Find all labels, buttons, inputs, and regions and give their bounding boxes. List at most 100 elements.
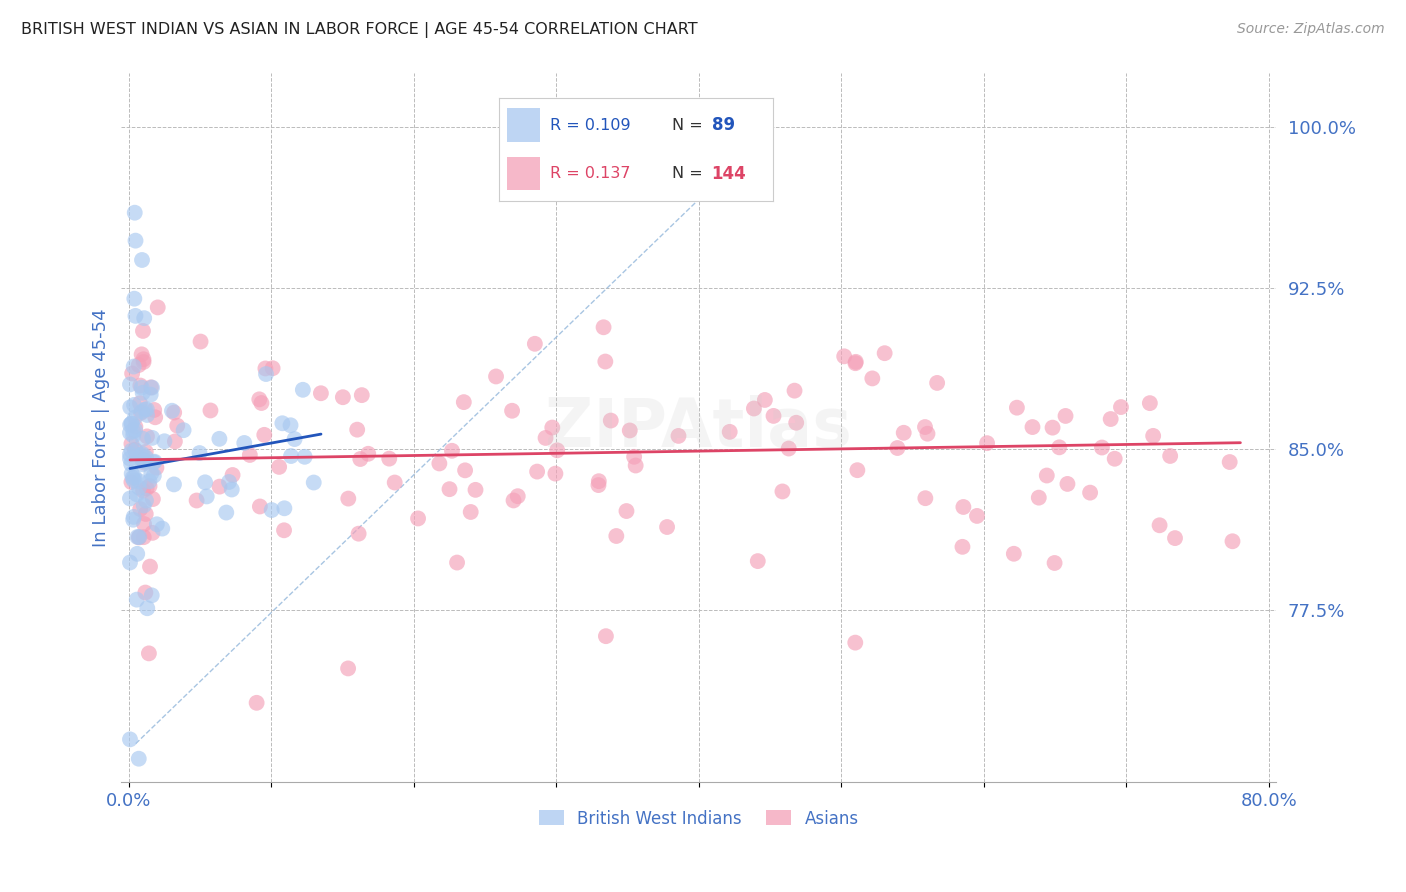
Point <box>124 205 146 219</box>
Point <box>134 402 156 417</box>
Point <box>131 458 153 472</box>
Point <box>118 377 141 392</box>
Point <box>150 522 173 536</box>
Point <box>1056 477 1078 491</box>
Point <box>132 352 155 367</box>
Point <box>122 359 145 374</box>
Point <box>221 483 243 497</box>
Point <box>249 500 271 514</box>
Point <box>254 367 277 381</box>
Point <box>124 423 146 437</box>
Point <box>785 416 807 430</box>
Point <box>832 349 855 363</box>
Point <box>131 447 153 461</box>
Point <box>128 530 150 544</box>
Point <box>145 460 167 475</box>
Text: R = 0.109: R = 0.109 <box>550 118 630 133</box>
Point <box>143 455 166 469</box>
Point <box>124 442 146 457</box>
Point <box>440 443 463 458</box>
Point <box>143 410 166 425</box>
Point <box>173 423 195 437</box>
Point <box>845 355 868 369</box>
Point <box>427 457 450 471</box>
Point <box>120 417 142 431</box>
Point <box>139 559 162 574</box>
Point <box>526 465 548 479</box>
Point <box>453 395 475 409</box>
Point <box>534 431 557 445</box>
Point <box>616 504 638 518</box>
Point <box>128 752 150 766</box>
Point <box>124 292 146 306</box>
Point <box>122 474 145 488</box>
Point <box>122 428 145 442</box>
Point <box>246 696 269 710</box>
Point <box>132 516 155 531</box>
Point <box>1149 518 1171 533</box>
Point <box>254 361 277 376</box>
Point <box>131 252 153 267</box>
Point <box>139 380 162 394</box>
Point <box>118 425 141 440</box>
Point <box>1159 449 1181 463</box>
Legend: British West Indians, Asians: British West Indians, Asians <box>531 803 866 834</box>
Point <box>141 381 163 395</box>
Point <box>619 424 641 438</box>
Point <box>215 506 238 520</box>
Point <box>141 525 163 540</box>
Point <box>1021 420 1043 434</box>
Point <box>195 490 218 504</box>
Point <box>124 234 146 248</box>
Point <box>595 354 617 368</box>
Point <box>253 427 276 442</box>
Point <box>772 484 794 499</box>
Point <box>218 475 240 489</box>
Point <box>138 475 160 489</box>
Point <box>742 401 765 416</box>
Point <box>588 478 610 492</box>
Point <box>541 420 564 434</box>
Point <box>914 491 936 506</box>
Point <box>280 449 302 463</box>
Point <box>1222 534 1244 549</box>
Point <box>668 429 690 443</box>
Point <box>136 601 159 615</box>
Point <box>262 361 284 376</box>
Point <box>284 432 307 446</box>
Point <box>118 451 141 466</box>
Point <box>446 556 468 570</box>
Text: R = 0.137: R = 0.137 <box>550 166 630 181</box>
Point <box>294 450 316 464</box>
Point <box>595 629 617 643</box>
Point <box>121 416 143 430</box>
Point <box>485 369 508 384</box>
Point <box>966 508 988 523</box>
Point <box>129 396 152 410</box>
Point <box>122 398 145 412</box>
Point <box>125 487 148 501</box>
Point <box>501 403 523 417</box>
Point <box>623 450 645 464</box>
Point <box>762 409 785 423</box>
Point <box>135 507 157 521</box>
Point <box>208 432 231 446</box>
Point <box>260 503 283 517</box>
Point <box>138 646 160 660</box>
Point <box>118 491 141 506</box>
Point <box>190 334 212 349</box>
Point <box>1078 485 1101 500</box>
Point <box>142 455 165 469</box>
Point <box>221 468 243 483</box>
Point <box>280 418 302 433</box>
Point <box>136 429 159 443</box>
Point <box>347 526 370 541</box>
Point <box>132 453 155 467</box>
Point <box>118 556 141 570</box>
Point <box>124 470 146 484</box>
Point <box>121 443 143 458</box>
Text: ZIPAtlas: ZIPAtlas <box>546 394 852 460</box>
Point <box>460 505 482 519</box>
Point <box>917 426 939 441</box>
Text: N =: N = <box>672 166 707 181</box>
